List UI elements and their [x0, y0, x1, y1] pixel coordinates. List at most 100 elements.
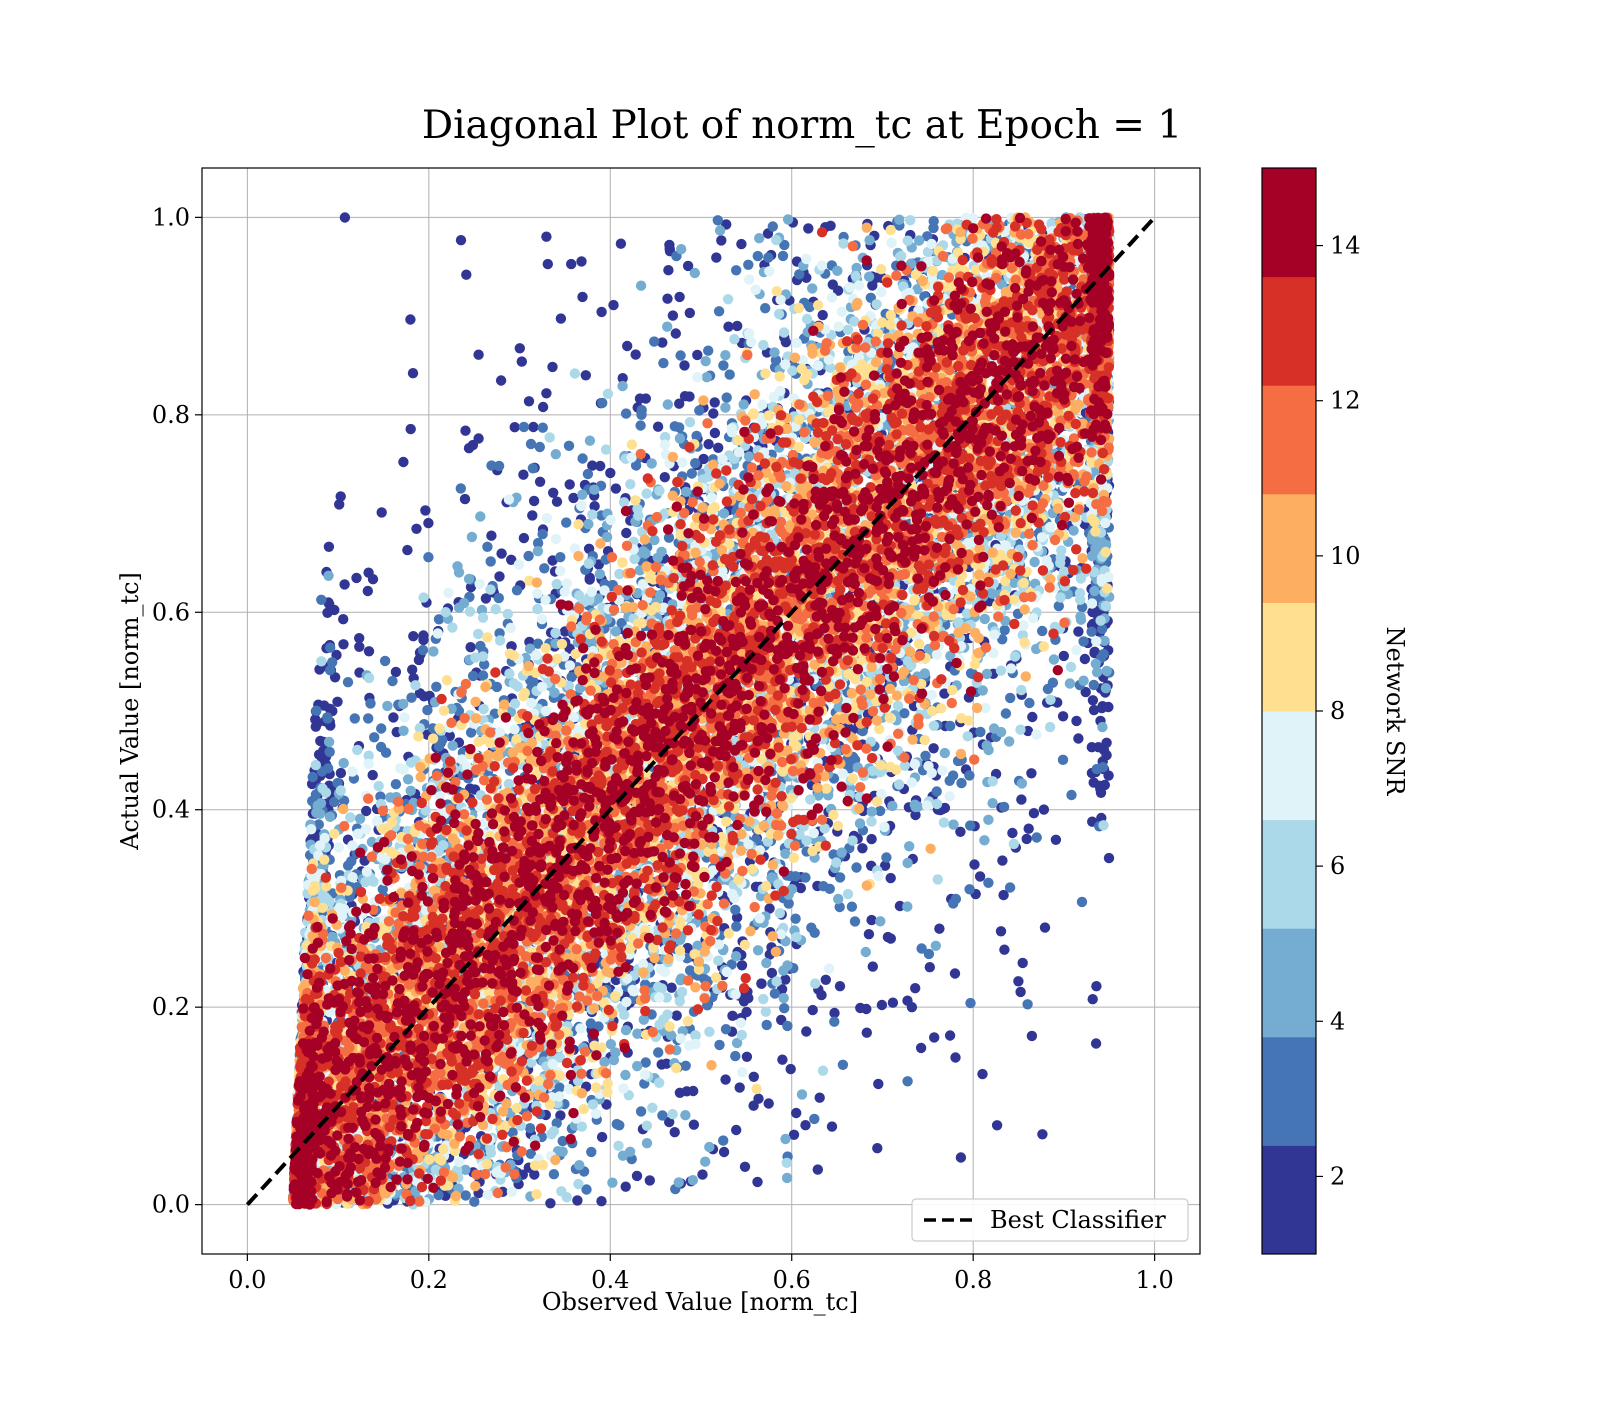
scatter-point: [512, 585, 522, 595]
scatter-point: [807, 283, 817, 293]
scatter-point: [632, 1171, 642, 1181]
scatter-point: [1051, 835, 1061, 845]
scatter-point: [730, 1051, 740, 1061]
scatter-point: [518, 470, 528, 480]
scatter-point: [735, 1082, 745, 1092]
scatter-point: [369, 732, 379, 742]
scatter-point: [469, 1197, 479, 1207]
scatter-point: [577, 453, 587, 463]
scatter-point: [727, 1011, 737, 1021]
scatter-point: [325, 747, 335, 757]
scatter-point: [547, 362, 557, 372]
scatter-point: [597, 398, 607, 408]
scatter-point: [481, 593, 491, 603]
scatter-point: [589, 485, 599, 495]
scatter-point: [713, 443, 723, 453]
scatter-point: [1021, 834, 1031, 844]
scatter-point: [685, 308, 695, 318]
scatter-point: [796, 883, 806, 893]
scatter-point: [339, 579, 349, 589]
scatter-point: [781, 337, 791, 347]
scatter-point: [418, 645, 428, 655]
scatter-point: [398, 457, 408, 467]
scatter-point: [821, 975, 831, 985]
scatter-point: [642, 1138, 652, 1148]
scatter-point: [325, 812, 335, 822]
scatter-point: [1005, 882, 1015, 892]
scatter-point: [545, 1198, 555, 1208]
scatter-point: [1040, 922, 1050, 932]
scatter-point: [365, 698, 375, 708]
scatter-point: [336, 768, 346, 778]
scatter-point: [475, 641, 485, 651]
scatter-point: [983, 878, 993, 888]
scatter-point: [561, 517, 571, 527]
scatter-point: [668, 310, 678, 320]
scatter-point: [723, 322, 733, 332]
scatter-point: [813, 1164, 823, 1174]
scatter-point: [572, 1195, 582, 1205]
scatter-point: [671, 328, 681, 338]
scatter-point: [398, 726, 408, 736]
scatter-point: [835, 981, 845, 991]
chart-title: Diagonal Plot of norm_tc at Epoch = 1: [422, 103, 1182, 148]
scatter-point: [478, 670, 488, 680]
scatter-point: [380, 656, 390, 666]
scatter-point: [548, 488, 558, 498]
scatter-point: [688, 1086, 698, 1096]
scatter-point: [468, 671, 478, 681]
scatter-point: [1007, 828, 1017, 838]
scatter-point: [391, 667, 401, 677]
scatter-point: [431, 682, 441, 692]
scatter-point: [803, 223, 813, 233]
scatter-point: [920, 751, 930, 761]
scatter-point: [716, 235, 726, 245]
scatter-point: [851, 862, 861, 872]
scatter-point: [753, 251, 763, 261]
scatter-point: [538, 423, 548, 433]
scatter-point: [523, 551, 533, 561]
scatter-point: [535, 442, 545, 452]
scatter-point: [1015, 987, 1025, 997]
scatter-point: [816, 990, 826, 1000]
scatter-point: [902, 1076, 912, 1086]
scatter-point: [786, 1064, 796, 1074]
scatter-point: [339, 758, 349, 768]
scatter-point: [1091, 981, 1101, 991]
scatter-point: [764, 1098, 774, 1108]
scatter-point: [1075, 611, 1085, 621]
scatter-point: [928, 743, 938, 753]
scatter-point: [496, 375, 506, 385]
scatter-point: [689, 1120, 699, 1130]
scatter-point: [437, 735, 447, 745]
scatter-point: [697, 1169, 707, 1179]
scatter-point: [1018, 958, 1028, 968]
scatter-point: [456, 483, 466, 493]
scatter-point: [1048, 678, 1058, 688]
scatter-point: [1088, 695, 1098, 705]
scatter-point: [468, 440, 478, 450]
scatter-point: [363, 568, 373, 578]
scatter-point: [408, 368, 418, 378]
scatter-point: [731, 1125, 741, 1135]
scatter-point: [657, 1110, 667, 1120]
scatter-point: [376, 723, 386, 733]
scatter-point: [466, 727, 476, 737]
scatter-point: [692, 350, 702, 360]
scatter-point: [382, 701, 392, 711]
scatter-point: [1087, 742, 1097, 752]
scatter-point: [743, 260, 753, 270]
scatter-point: [710, 397, 720, 407]
scatter-point: [754, 233, 764, 243]
scatter-point: [886, 933, 896, 943]
scatter-point: [525, 1123, 535, 1133]
scatter-point: [576, 256, 586, 266]
scatter-point: [581, 370, 591, 380]
scatter-point: [800, 872, 810, 882]
scatter-point: [868, 961, 878, 971]
scatter-point: [929, 1032, 939, 1042]
scatter-point: [703, 346, 713, 356]
scatter-point: [475, 511, 485, 521]
scatter-point: [343, 677, 353, 687]
scatter-point: [363, 586, 373, 596]
